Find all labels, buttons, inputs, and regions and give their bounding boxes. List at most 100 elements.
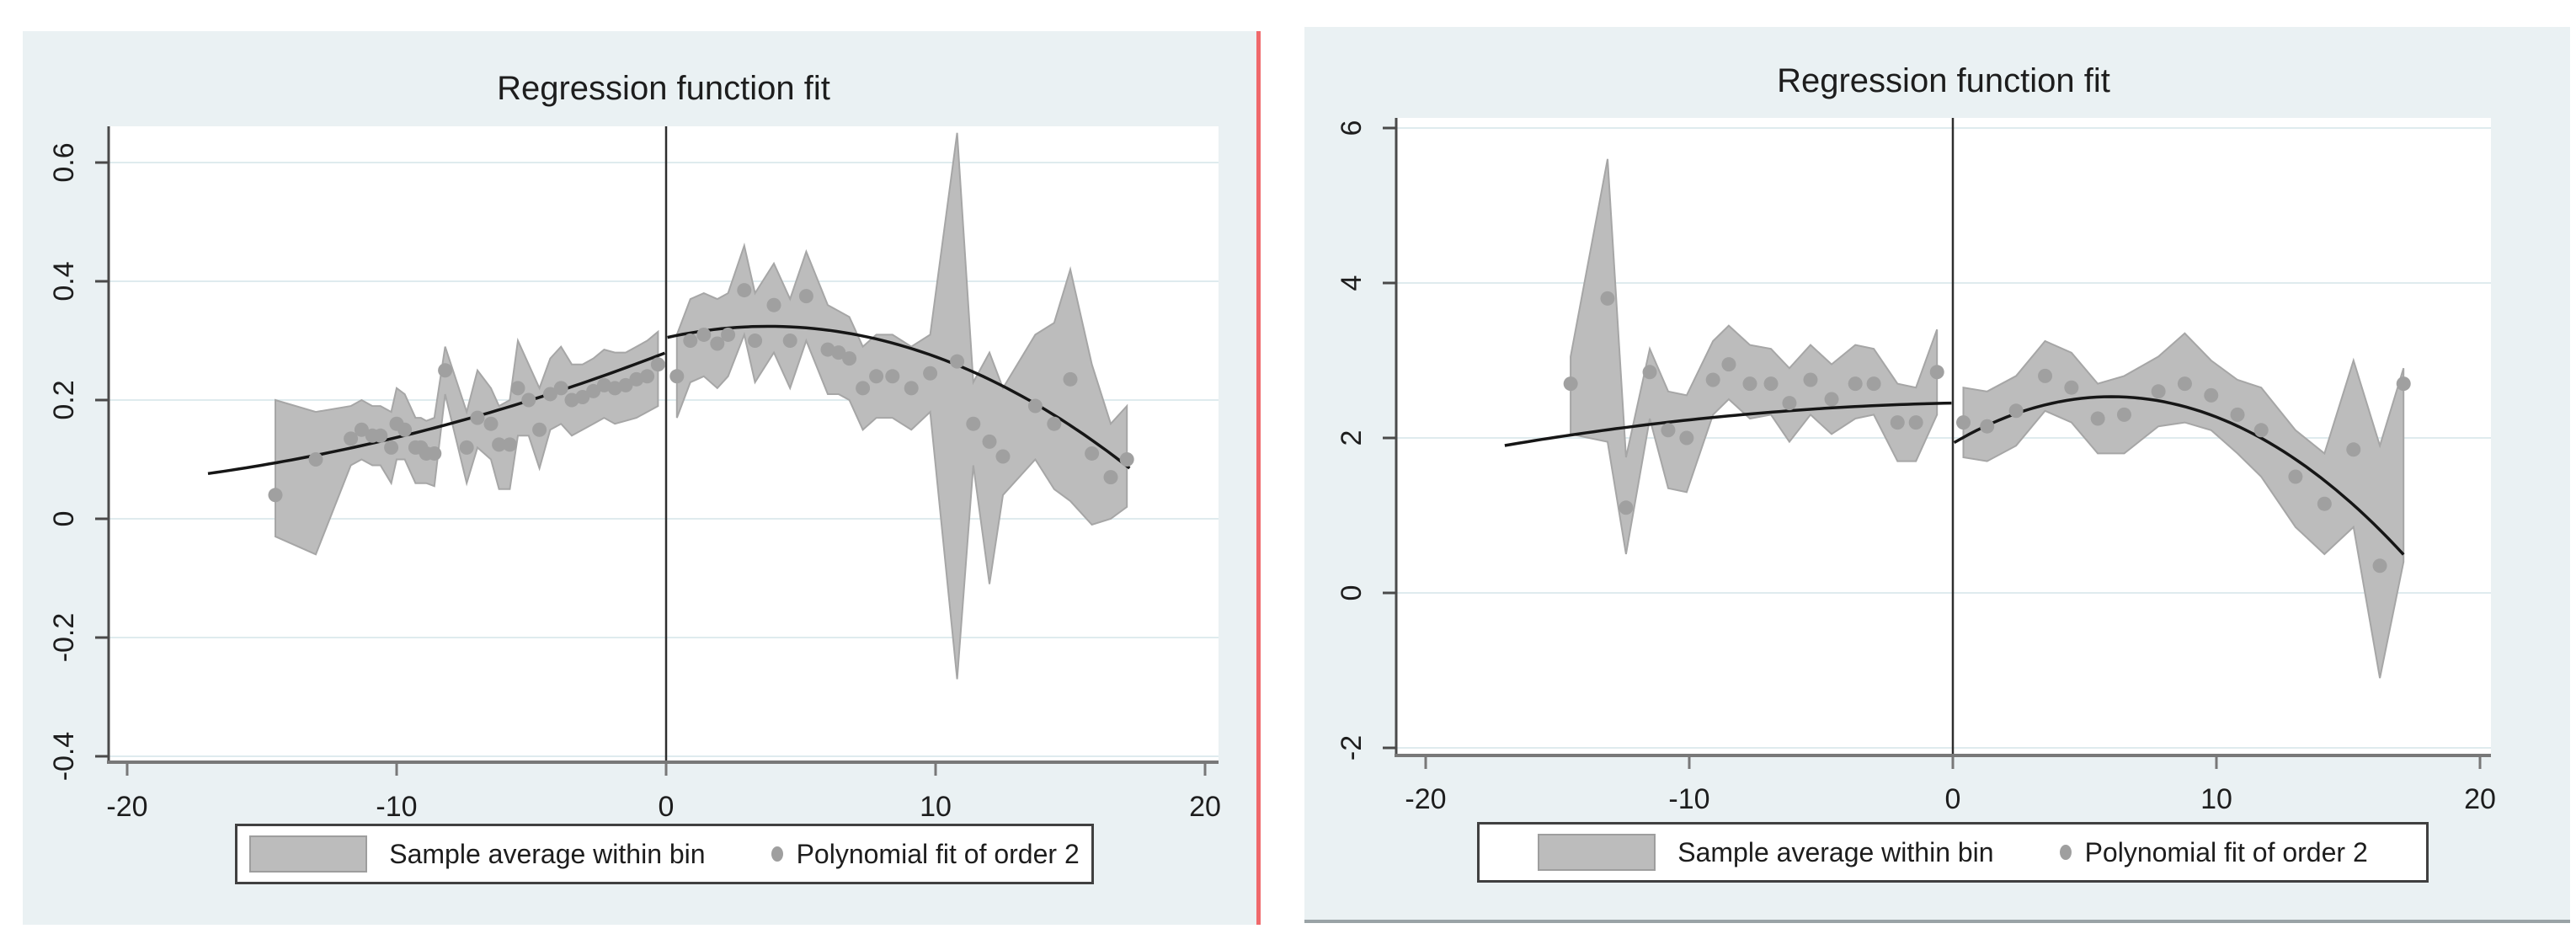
y-tick-label: 4 — [1336, 275, 1368, 291]
bin-dot — [966, 416, 981, 431]
y-tick-label: 0.6 — [48, 142, 80, 182]
bin-dot — [1980, 419, 1995, 434]
dot-marker-icon — [2059, 845, 2072, 860]
bin-dot — [820, 342, 835, 357]
legend-label-poly: Polynomial fit of order 2 — [796, 838, 1080, 869]
chart-title: Regression function fit — [497, 70, 830, 107]
y-tick-label: 0 — [48, 511, 80, 527]
bin-dot — [2230, 407, 2245, 422]
x-tick-label: 10 — [2200, 783, 2232, 815]
y-tick-label: 0.4 — [48, 261, 80, 301]
bin-dot — [1763, 376, 1779, 392]
bin-dot — [2151, 384, 2166, 399]
bin-dot — [798, 289, 813, 304]
bin-dot — [607, 381, 622, 396]
band-swatch-icon — [1538, 834, 1656, 871]
bin-dot — [492, 437, 507, 452]
bin-dot — [1742, 376, 1757, 392]
bin-dot — [2064, 380, 2079, 395]
bin-dot — [856, 381, 871, 396]
band-swatch-icon — [249, 835, 368, 873]
x-tick-label: -10 — [1668, 783, 1709, 815]
bin-dot — [373, 428, 388, 443]
bin-dot — [502, 437, 517, 452]
bin-dot — [1642, 365, 1657, 380]
bin-dot — [2177, 376, 2192, 392]
ci-band-left — [1570, 158, 1939, 555]
bin-dot — [710, 336, 725, 351]
x-tick-label: 0 — [1945, 783, 1961, 815]
bin-dot — [532, 422, 547, 437]
bin-dot — [2090, 411, 2105, 426]
bin-dot — [2346, 442, 2361, 457]
bin-dot — [344, 431, 359, 446]
x-tick-label: 20 — [2464, 783, 2496, 815]
bin-dot — [1705, 372, 1720, 387]
bin-dot — [2008, 403, 2024, 419]
bin-dot — [308, 452, 323, 467]
bin-dot — [1908, 415, 1923, 430]
bin-dot — [904, 381, 919, 396]
bin-dot — [842, 351, 857, 366]
y-tick-label: 6 — [1336, 120, 1368, 136]
bin-dot — [683, 334, 698, 348]
x-tick-label: -20 — [1405, 783, 1446, 815]
y-tick-label: -0.2 — [48, 613, 80, 663]
bin-dot — [982, 434, 997, 449]
x-tick-label: -10 — [376, 791, 417, 823]
legend-label-band: Sample average within bin — [389, 838, 706, 869]
poly-fit-curve-right — [1953, 395, 2405, 556]
bin-dot — [564, 392, 579, 408]
bin-dot — [629, 371, 644, 387]
bin-dot — [1956, 415, 1971, 430]
y-tick-label: 0.2 — [48, 380, 80, 419]
bin-dot — [1103, 470, 1118, 485]
bin-dot — [384, 440, 399, 455]
figure-right: -2 0 2 4 6 -20 -10 0 10 20 Regression function fi… — [1304, 27, 2570, 923]
bin-dot — [766, 297, 781, 312]
bin-dot — [397, 422, 413, 437]
x-tick-label: 0 — [659, 791, 675, 823]
x-tick-label: 10 — [920, 791, 952, 823]
bin-dot — [869, 369, 884, 384]
bin-dot — [2253, 423, 2269, 438]
x-tick-label: 20 — [1189, 791, 1221, 823]
y-tick-label: 0 — [1336, 585, 1368, 601]
y-tick-label: -2 — [1336, 735, 1368, 761]
bin-dot — [521, 392, 536, 408]
bin-dot — [427, 446, 442, 461]
bin-dot — [2116, 407, 2131, 422]
bin-dot — [721, 327, 736, 342]
bin-dot — [696, 327, 712, 342]
bin-dot — [1085, 446, 1100, 461]
bin-dot — [1782, 396, 1797, 411]
plot-area — [1396, 118, 2491, 755]
bin-dot — [650, 357, 665, 372]
legend-label-poly: Polynomial fit of order 2 — [2084, 836, 2368, 867]
bin-dot — [1866, 376, 1881, 392]
x-tick-label: -20 — [106, 791, 147, 823]
bin-dot — [268, 488, 283, 503]
bin-dot — [1661, 423, 1676, 438]
bin-dot — [1063, 371, 1078, 387]
bin-dot — [748, 334, 763, 348]
bin-dot — [459, 440, 474, 455]
y-tick-label: 2 — [1336, 430, 1368, 446]
ci-band-right — [1962, 332, 2405, 679]
bin-dot — [1047, 416, 1062, 431]
bin-dot — [483, 416, 499, 431]
bin-dot — [923, 366, 938, 381]
poly-fit-curve-left — [207, 351, 666, 476]
bin-dot — [586, 383, 601, 398]
bin-dot — [1890, 415, 1905, 430]
bin-dot — [542, 387, 557, 402]
bin-dot — [2288, 469, 2303, 484]
dot-marker-icon — [771, 846, 783, 862]
bin-dot — [737, 283, 752, 298]
figure-left: -0.4 -0.2 0 0.2 0.4 0.6 -20 -10 0 10 20 Regression… — [23, 31, 1257, 925]
bin-dot — [885, 369, 900, 384]
bin-dot — [995, 449, 1011, 464]
bin-dot — [1803, 372, 1818, 387]
